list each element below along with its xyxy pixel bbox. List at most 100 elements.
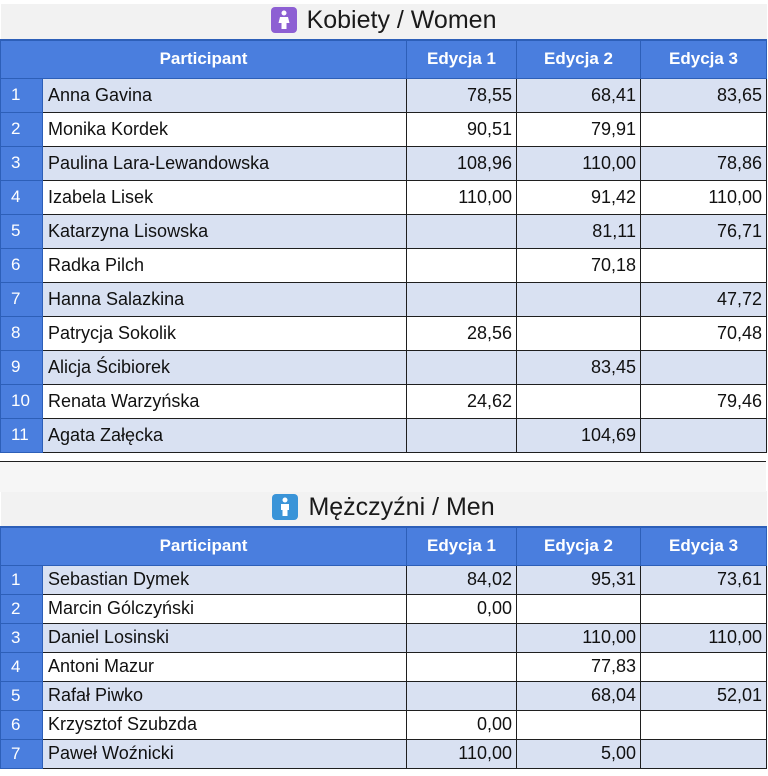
participant-name-cell[interactable]: Daniel Losinski [42, 622, 407, 653]
edycja-1-cell[interactable] [406, 680, 517, 711]
column-header-edycja-2[interactable]: Edycja 2 [516, 526, 641, 566]
column-header-edycja-1[interactable]: Edycja 1 [406, 526, 517, 566]
participant-name-cell[interactable]: Radka Pilch [42, 247, 407, 283]
participant-name-cell[interactable]: Paweł Woźnicki [42, 738, 407, 769]
row-number[interactable]: 3 [0, 145, 43, 181]
row-number[interactable]: 2 [0, 593, 43, 624]
participant-name-cell[interactable]: Katarzyna Lisowska [42, 213, 407, 249]
row-number[interactable]: 7 [0, 281, 43, 317]
row-number[interactable]: 5 [0, 680, 43, 711]
edycja-2-cell[interactable] [516, 315, 641, 351]
row-number[interactable]: 11 [0, 417, 43, 453]
edycja-2-cell[interactable]: 77,83 [516, 651, 641, 682]
edycja-2-cell[interactable]: 68,41 [516, 77, 641, 113]
participant-name-cell[interactable]: Rafał Piwko [42, 680, 407, 711]
edycja-3-cell[interactable] [639, 247, 768, 283]
edycja-1-cell[interactable] [406, 247, 517, 283]
edycja-3-cell[interactable] [639, 709, 768, 740]
row-number[interactable]: 1 [0, 77, 43, 113]
edycja-1-cell[interactable] [406, 349, 517, 385]
edycja-3-cell[interactable] [639, 349, 768, 385]
edycja-2-cell[interactable]: 110,00 [516, 622, 641, 653]
edycja-2-cell[interactable] [516, 281, 641, 317]
edycja-2-cell[interactable]: 68,04 [516, 680, 641, 711]
row-number[interactable]: 4 [0, 179, 43, 215]
participant-name-cell[interactable]: Monika Kordek [42, 111, 407, 147]
edycja-2-cell[interactable]: 79,91 [516, 111, 641, 147]
edycja-1-cell[interactable]: 0,00 [406, 593, 517, 624]
row-number[interactable]: 2 [0, 111, 43, 147]
row-number[interactable]: 5 [0, 213, 43, 249]
edycja-3-cell[interactable]: 52,01 [639, 680, 768, 711]
edycja-3-cell[interactable]: 73,61 [639, 564, 768, 595]
edycja-1-cell[interactable] [406, 213, 517, 249]
edycja-2-cell[interactable] [516, 383, 641, 419]
row-number[interactable]: 6 [0, 247, 43, 283]
participant-name-cell[interactable]: Marcin Gólczyński [42, 593, 407, 624]
participant-name-cell[interactable]: Anna Gavina [42, 77, 407, 113]
row-number[interactable]: 10 [0, 383, 43, 419]
participant-name-cell[interactable]: Antoni Mazur [42, 651, 407, 682]
edycja-1-cell[interactable]: 110,00 [406, 738, 517, 769]
edycja-1-cell[interactable] [406, 281, 517, 317]
edycja-3-cell[interactable]: 70,48 [639, 315, 768, 351]
edycja-1-cell[interactable]: 24,62 [406, 383, 517, 419]
edycja-3-cell[interactable]: 83,65 [639, 77, 768, 113]
edycja-1-cell[interactable]: 110,00 [406, 179, 517, 215]
row-number[interactable]: 7 [0, 738, 43, 769]
edycja-1-cell[interactable]: 108,96 [406, 145, 517, 181]
edycja-1-cell[interactable]: 84,02 [406, 564, 517, 595]
edycja-2-cell[interactable]: 110,00 [516, 145, 641, 181]
participant-name-cell[interactable]: Agata Załęcka [42, 417, 407, 453]
edycja-3-cell[interactable] [639, 738, 768, 769]
edycja-1-cell[interactable] [406, 622, 517, 653]
column-header-edycja-1[interactable]: Edycja 1 [406, 39, 517, 79]
participant-name-cell[interactable]: Alicja Ścibiorek [42, 349, 407, 385]
edycja-2-cell[interactable]: 95,31 [516, 564, 641, 595]
edycja-1-cell[interactable]: 90,51 [406, 111, 517, 147]
row-number[interactable]: 3 [0, 622, 43, 653]
column-header-participant[interactable]: Participant [0, 526, 407, 566]
edycja-2-cell[interactable] [516, 593, 641, 624]
row-number[interactable]: 6 [0, 709, 43, 740]
edycja-3-cell[interactable]: 47,72 [639, 281, 768, 317]
edycja-2-cell[interactable]: 70,18 [516, 247, 641, 283]
edycja-3-cell[interactable]: 78,86 [639, 145, 768, 181]
edycja-2-cell[interactable]: 91,42 [516, 179, 641, 215]
participant-name-cell[interactable]: Sebastian Dymek [42, 564, 407, 595]
row-number[interactable]: 1 [0, 564, 43, 595]
edycja-1-cell[interactable] [406, 417, 517, 453]
participant-name-cell[interactable]: Krzysztof Szubzda [42, 709, 407, 740]
participant-name-cell[interactable]: Paulina Lara-Lewandowska [42, 145, 407, 181]
edycja-1-cell[interactable] [406, 651, 517, 682]
edycja-3-cell[interactable] [639, 417, 768, 453]
participant-name-cell[interactable]: Hanna Salazkina [42, 281, 407, 317]
edycja-2-cell[interactable]: 83,45 [516, 349, 641, 385]
edycja-3-cell[interactable]: 79,46 [639, 383, 768, 419]
participant-name-cell[interactable]: Renata Warzyńska [42, 383, 407, 419]
column-header-participant[interactable]: Participant [0, 39, 407, 79]
edycja-3-cell[interactable]: 110,00 [639, 179, 768, 215]
edycja-3-cell[interactable]: 110,00 [639, 622, 768, 653]
edycja-2-cell[interactable]: 81,11 [516, 213, 641, 249]
men-header-row: Participant Edycja 1 Edycja 2 Edycja 3 [0, 526, 768, 566]
edycja-1-cell[interactable]: 0,00 [406, 709, 517, 740]
column-header-edycja-2[interactable]: Edycja 2 [516, 39, 641, 79]
edycja-1-cell[interactable]: 78,55 [406, 77, 517, 113]
column-header-edycja-3[interactable]: Edycja 3 [639, 39, 768, 79]
edycja-3-cell[interactable] [639, 111, 768, 147]
edycja-3-cell[interactable] [639, 651, 768, 682]
edycja-2-cell[interactable]: 5,00 [516, 738, 641, 769]
row-number[interactable]: 4 [0, 651, 43, 682]
edycja-1-cell[interactable]: 28,56 [406, 315, 517, 351]
edycja-2-cell[interactable]: 104,69 [516, 417, 641, 453]
row-number[interactable]: 8 [0, 315, 43, 351]
table-row: 7 Paweł Woźnicki 110,00 5,00 [0, 738, 768, 769]
participant-name-cell[interactable]: Patrycja Sokolik [42, 315, 407, 351]
row-number[interactable]: 9 [0, 349, 43, 385]
edycja-2-cell[interactable] [516, 709, 641, 740]
edycja-3-cell[interactable]: 76,71 [639, 213, 768, 249]
edycja-3-cell[interactable] [639, 593, 768, 624]
participant-name-cell[interactable]: Izabela Lisek [42, 179, 407, 215]
column-header-edycja-3[interactable]: Edycja 3 [639, 526, 768, 566]
